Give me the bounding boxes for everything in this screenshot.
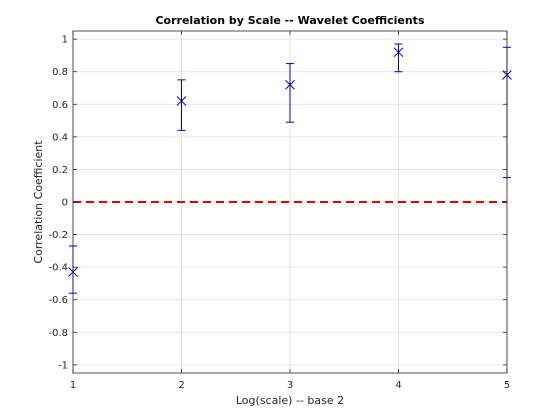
y-tick-label: -0.6 [48, 295, 68, 306]
x-tick-label: 5 [504, 380, 510, 391]
data-marker-x [285, 79, 295, 90]
data-point-group [393, 43, 404, 73]
data-marker-x [393, 47, 404, 58]
y-tick-label: 0.4 [52, 132, 68, 143]
y-tick-label: -0.8 [48, 328, 68, 339]
y-tick-label: -1 [58, 360, 68, 371]
chart-title: Correlation by Scale -- Wavelet Coeffici… [155, 14, 424, 27]
y-tick-label: 0.8 [52, 67, 68, 78]
data-point-group [285, 63, 295, 123]
x-tick-label: 1 [70, 380, 76, 391]
y-tick-label: -0.4 [48, 263, 68, 274]
axis-ticks: 1 2 3 4 5 -1 -0.8 -0.6 -0.4 -0.2 0 0.2 0.4 0.6 0.8 1 [48, 31, 510, 391]
y-tick-label: 0.6 [52, 100, 68, 111]
x-tick-label: 4 [395, 380, 401, 391]
y-tick-label: 0 [62, 198, 68, 209]
y-tick-label: -0.2 [48, 230, 68, 241]
x-tick-label: 2 [178, 380, 184, 391]
data-point-group [176, 79, 187, 131]
y-tick-label: 1 [62, 35, 68, 46]
x-tick-label: 3 [287, 380, 293, 391]
y-tick-label: 0.2 [52, 165, 68, 176]
x-axis-label: Log(scale) -- base 2 [236, 394, 344, 407]
data-marker-x [176, 96, 187, 106]
y-axis-label: Correlation Coefficient [32, 140, 45, 264]
